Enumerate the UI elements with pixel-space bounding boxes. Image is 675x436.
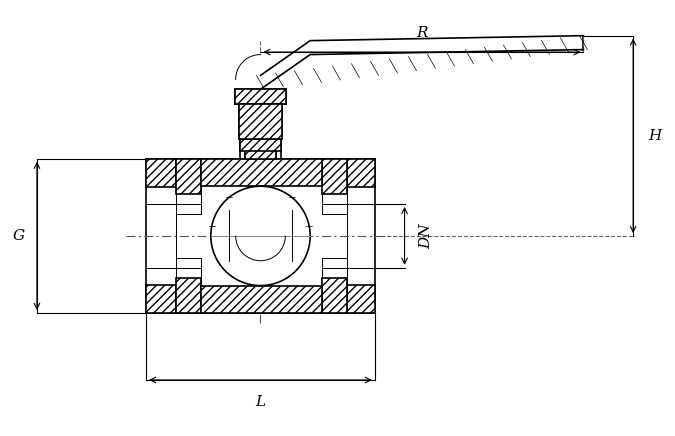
Bar [176, 278, 201, 313]
Bar [244, 104, 276, 159]
Bar [235, 89, 286, 104]
Circle shape [211, 186, 310, 286]
Bar [201, 159, 322, 186]
Text: G: G [13, 229, 25, 243]
Bar [146, 285, 176, 313]
Text: L: L [255, 395, 265, 409]
Bar [347, 285, 375, 313]
Text: DN: DN [419, 223, 433, 249]
Bar [347, 159, 375, 187]
Bar [240, 139, 281, 151]
Text: R: R [416, 26, 428, 40]
Bar [146, 159, 176, 187]
Bar [146, 159, 375, 313]
Text: H: H [648, 129, 662, 143]
Bar [201, 286, 322, 313]
Bar [176, 159, 201, 194]
Bar [239, 104, 282, 139]
Bar [322, 278, 347, 313]
Bar [322, 159, 347, 194]
